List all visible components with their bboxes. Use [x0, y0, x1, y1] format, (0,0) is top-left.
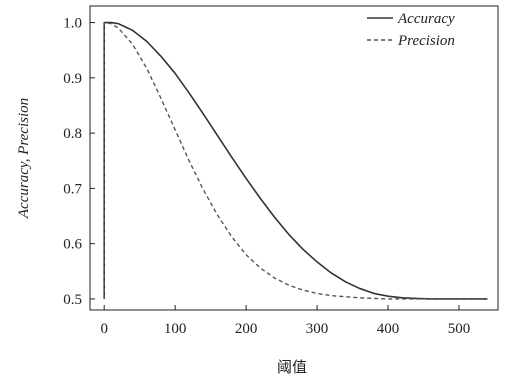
y-tick-label: 1.0 [63, 16, 82, 32]
y-tick-label: 0.5 [63, 292, 82, 308]
x-tick-label: 200 [235, 321, 258, 337]
x-axis-ticks: 0 100 200 300 400 500 [100, 305, 470, 337]
plot-frame [89, 5, 499, 311]
legend-label-accuracy: Accuracy [397, 11, 455, 27]
y-axis-label: Accuracy, Precision [16, 98, 32, 219]
y-tick-label: 0.6 [63, 237, 82, 253]
legend: Accuracy Precision [367, 11, 455, 49]
y-tick-label: 0.8 [63, 126, 82, 142]
series-layer [103, 21, 488, 300]
x-tick-label: 500 [448, 321, 471, 337]
x-tick-label: 300 [306, 321, 329, 337]
series-line-precision [103, 21, 488, 300]
y-tick-label: 0.9 [63, 71, 82, 87]
series-line-accuracy [103, 21, 488, 300]
x-tick-label: 100 [164, 321, 187, 337]
x-tick-label: 0 [100, 321, 108, 337]
x-tick-label: 400 [377, 321, 400, 337]
y-tick-label: 0.7 [63, 181, 82, 197]
x-axis-label: 阈值 [277, 359, 307, 376]
legend-label-precision: Precision [397, 33, 455, 49]
y-axis-ticks: 0.5 0.6 0.7 0.8 0.9 1.0 [63, 16, 95, 308]
